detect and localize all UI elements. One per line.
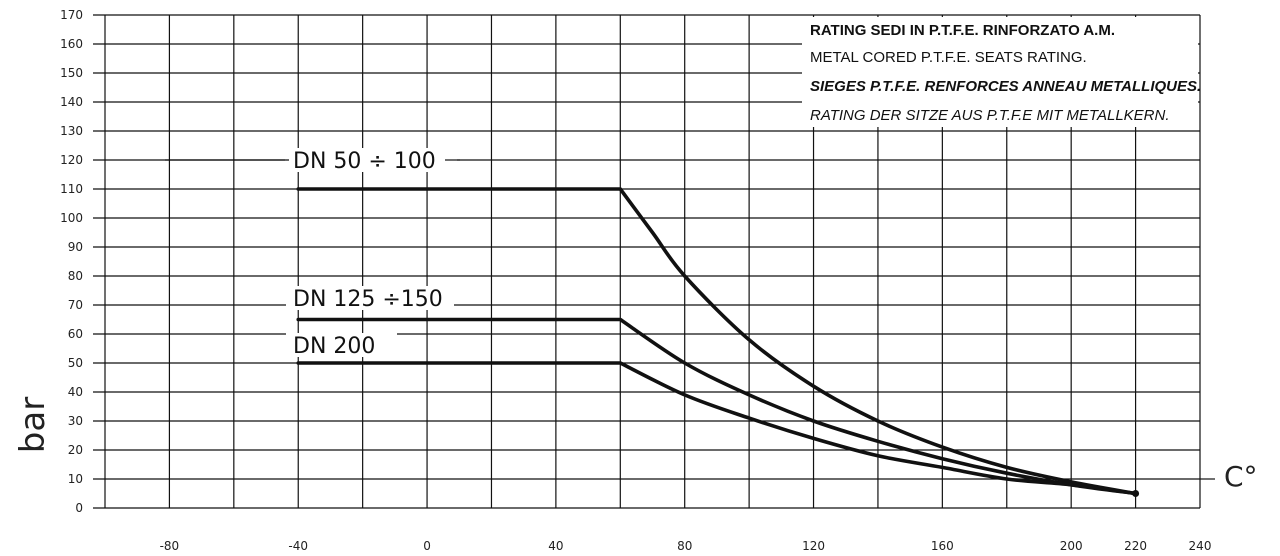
title-background bbox=[802, 17, 1198, 127]
x-tick-label: 200 bbox=[1060, 539, 1083, 553]
y-tick-label: 150 bbox=[60, 66, 83, 80]
y-tick-label: 100 bbox=[60, 211, 83, 225]
y-tick-label: 80 bbox=[68, 269, 83, 283]
series-label-2: DN 125 ÷150 bbox=[293, 287, 443, 312]
title-line-4: RATING DER SITZE AUS P.T.F.E MIT METALLK… bbox=[810, 107, 1170, 124]
x-tick-label: 160 bbox=[931, 539, 954, 553]
series-label-3: DN 200 bbox=[293, 334, 375, 359]
x-tick-label: 220 bbox=[1124, 539, 1147, 553]
x-axis-unit-label: C° bbox=[1224, 460, 1258, 493]
x-tick-label: 0 bbox=[423, 539, 431, 553]
y-tick-label: 110 bbox=[60, 182, 83, 196]
y-tick-label: 160 bbox=[60, 37, 83, 51]
y-tick-label: 0 bbox=[75, 501, 83, 515]
series-label-bg bbox=[286, 286, 454, 310]
x-tick-label: 120 bbox=[802, 539, 825, 553]
y-tick-label: 20 bbox=[68, 443, 83, 457]
y-tick-label: 130 bbox=[60, 124, 83, 138]
y-tick-label: 60 bbox=[68, 327, 83, 341]
y-axis-label: bar bbox=[13, 397, 53, 453]
x-tick-label: -40 bbox=[288, 539, 308, 553]
y-tick-label: 40 bbox=[68, 385, 83, 399]
series-label-bg bbox=[286, 333, 397, 357]
y-tick-label: 70 bbox=[68, 298, 83, 312]
title-line-1: RATING SEDI IN P.T.F.E. RINFORZATO A.M. bbox=[810, 22, 1115, 39]
title-line-3: SIEGES P.T.F.E. RENFORCES ANNEAU METALLI… bbox=[810, 78, 1201, 95]
series-line-3 bbox=[296, 361, 1138, 496]
title-line-2: METAL CORED P.T.F.E. SEATS RATING. bbox=[810, 49, 1087, 66]
series-end-point bbox=[1132, 490, 1140, 497]
y-tick-label: 30 bbox=[68, 414, 83, 428]
x-tick-label: -80 bbox=[160, 539, 180, 553]
y-tick-label: 10 bbox=[68, 472, 83, 486]
x-tick-label: 240 bbox=[1189, 539, 1212, 553]
y-tick-label: 140 bbox=[60, 95, 83, 109]
series-line-1 bbox=[296, 187, 1138, 496]
x-tick-label: 80 bbox=[677, 539, 692, 553]
y-tick-label: 50 bbox=[68, 356, 83, 370]
series-label-bg bbox=[289, 148, 457, 172]
y-tick-label: 170 bbox=[60, 8, 83, 22]
series-label-1: DN 50 ÷ 100 bbox=[293, 149, 436, 174]
y-tick-label: 90 bbox=[68, 240, 83, 254]
y-tick-label: 120 bbox=[60, 153, 83, 167]
x-tick-label: 40 bbox=[548, 539, 563, 553]
